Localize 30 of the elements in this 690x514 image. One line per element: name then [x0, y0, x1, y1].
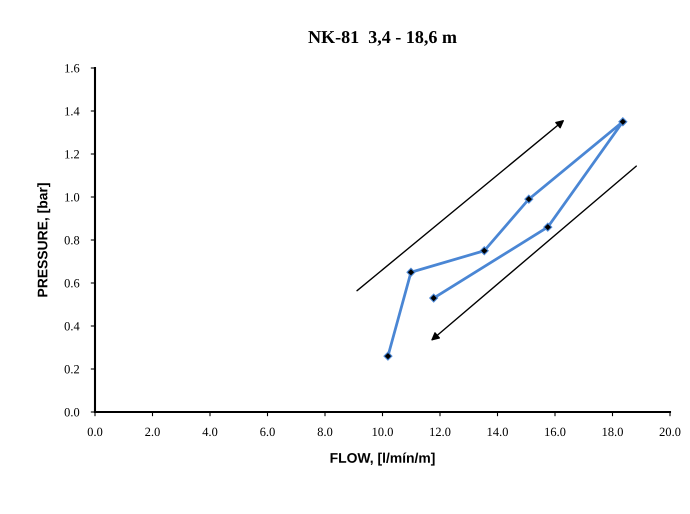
point — [618, 117, 628, 126]
x-tick-label: 18.0 — [602, 428, 623, 436]
y-tick-label: 0.4 — [64, 322, 80, 331]
x-tick-label: 20.0 — [660, 428, 680, 436]
x-axis-title: FLOW, [l/mín/m] — [330, 452, 435, 466]
chart-title: NK-81 3,4 - 18,6 m — [308, 30, 457, 46]
x-tick-label: 2.0 — [145, 428, 160, 436]
y-tick-label: 1.6 — [65, 64, 80, 73]
y-axis-title: PRESSURE, [bar] — [37, 183, 50, 297]
point — [429, 294, 438, 303]
point — [524, 194, 534, 204]
x-tick-label: 0.0 — [88, 428, 102, 436]
point — [383, 352, 392, 361]
y-tick-label: 1.4 — [65, 107, 80, 116]
y-tick-label: 0.0 — [64, 408, 80, 417]
x-tick-label: 8.0 — [318, 428, 332, 436]
y-tick-label: 1.0 — [65, 193, 80, 202]
x-tick-label: 10.0 — [372, 428, 393, 436]
y-tick-label: 1.2 — [65, 150, 80, 159]
x-tick-label: 4.0 — [202, 428, 218, 436]
point — [480, 246, 489, 256]
point — [406, 268, 416, 277]
y-tick-label: 0.2 — [64, 365, 80, 374]
y-tick-label: 0.8 — [64, 236, 80, 245]
x-tick-label: 16.0 — [545, 428, 566, 436]
x-tick-label: 14.0 — [488, 428, 508, 436]
x-tick-label: 6.0 — [260, 428, 275, 436]
x-tick-label: 12.0 — [430, 428, 450, 436]
point — [543, 222, 552, 232]
y-tick-label: 0.6 — [64, 279, 80, 288]
